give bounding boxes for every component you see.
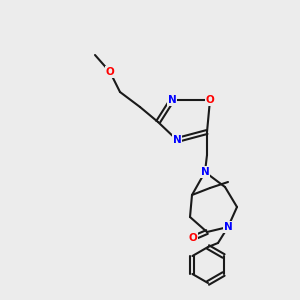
Text: N: N — [224, 222, 232, 232]
Text: O: O — [189, 233, 197, 243]
Text: N: N — [201, 167, 209, 177]
Text: N: N — [168, 95, 176, 105]
Text: O: O — [206, 95, 214, 105]
Text: N: N — [172, 135, 182, 145]
Text: O: O — [106, 67, 114, 77]
